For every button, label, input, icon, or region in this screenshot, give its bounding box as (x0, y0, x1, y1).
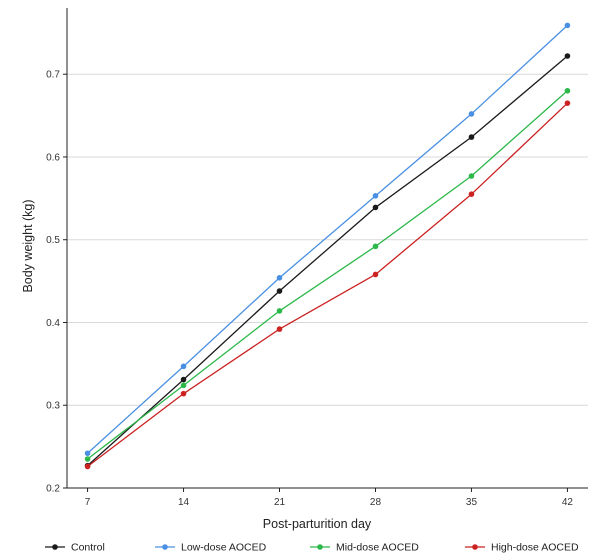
legend-label: Low-dose AOCED (181, 542, 267, 554)
data-point (564, 53, 571, 59)
data-point (180, 382, 187, 389)
axes-layer (66, 8, 588, 489)
ticks-layer: 0.2 0.3 0.4 0.5 0.6 0.7 7 14 21 28 35 42 (46, 70, 573, 508)
legend-item: Control (45, 542, 105, 554)
grid-layer (67, 73, 588, 406)
data-point (180, 390, 187, 397)
y-tick-label: 0.3 (46, 401, 60, 412)
data-point (564, 87, 571, 94)
legend-item: Low-dose AOCED (155, 542, 267, 554)
x-tick-label: 14 (178, 497, 190, 508)
legend-swatch-point (472, 544, 478, 550)
series-group (84, 87, 571, 462)
series-group (84, 100, 571, 470)
y-tick-label: 0.7 (46, 70, 60, 81)
data-point (276, 274, 283, 281)
data-point (84, 456, 91, 462)
legend-label: High-dose AOCED (491, 542, 579, 554)
data-point (564, 22, 571, 29)
data-point (468, 111, 475, 117)
data-point (468, 173, 475, 179)
x-axis-title: Post-parturition day (263, 517, 372, 531)
data-point (468, 191, 475, 198)
x-tick-label: 28 (370, 497, 382, 508)
x-tick-label: 42 (562, 497, 574, 508)
legend-swatch-point (317, 544, 323, 550)
data-point (276, 326, 283, 332)
x-tick-label: 7 (85, 497, 91, 508)
series-line (87, 102, 568, 467)
data-point (372, 193, 379, 199)
legend-label: Mid-dose AOCED (336, 542, 419, 554)
data-point (84, 450, 91, 457)
legend-label: Control (71, 542, 105, 554)
y-tick-label: 0.4 (46, 318, 60, 329)
x-tick-label: 21 (274, 497, 286, 508)
data-point (276, 308, 283, 314)
legend: Control Low-dose AOCED Mid-dose AOCED High-… (45, 542, 579, 554)
series-line (87, 55, 568, 467)
data-point (372, 204, 379, 211)
data-point (84, 463, 91, 470)
series-group (84, 22, 571, 457)
legend-item: High-dose AOCED (465, 542, 579, 554)
data-point (372, 271, 379, 278)
series-layer (84, 22, 571, 470)
y-tick-label: 0.5 (46, 235, 60, 246)
data-point (180, 376, 187, 383)
y-tick-label: 0.6 (46, 152, 60, 163)
data-point (372, 243, 379, 250)
legend-swatch-point (52, 544, 58, 550)
legend-item: Mid-dose AOCED (310, 542, 419, 554)
x-tick-label: 35 (466, 497, 478, 508)
data-point (276, 288, 283, 294)
data-point (180, 363, 187, 370)
y-axis-title: Body weight (kg) (21, 199, 35, 292)
legend-swatch-point (162, 544, 168, 550)
series-line (87, 90, 568, 460)
data-point (564, 100, 571, 106)
series-line (87, 24, 568, 454)
y-tick-label: 0.2 (46, 484, 60, 495)
data-point (468, 134, 475, 140)
series-group (84, 53, 571, 469)
